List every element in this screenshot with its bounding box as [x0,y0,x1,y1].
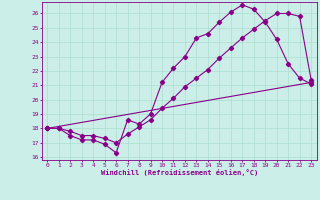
X-axis label: Windchill (Refroidissement éolien,°C): Windchill (Refroidissement éolien,°C) [100,169,258,176]
